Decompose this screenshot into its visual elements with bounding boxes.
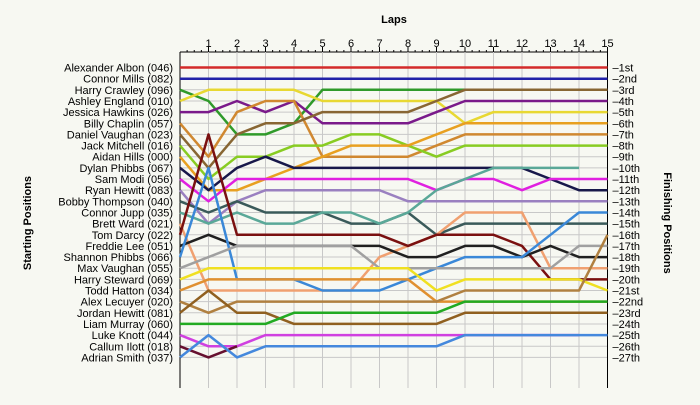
x-axis-title: Laps [381,14,407,26]
finish-position-label: –22nd [613,297,644,309]
start-position-label: Ashley England (010) [68,96,173,108]
start-position-label: Harry Steward (069) [74,274,173,286]
start-position-label: Harry Crawley (096) [75,85,173,97]
finish-position-label: –14th [613,207,641,219]
finish-position-label: –23rd [613,308,641,320]
series-line [180,300,608,326]
x-tick-label: 11 [488,38,499,50]
start-position-label: Tom Darcy (022) [92,230,173,242]
finish-position-label: –12th [613,185,641,197]
finish-position-label: –18th [613,252,641,264]
start-position-label: Jack Mitchell (016) [81,141,173,153]
start-position-label: Connor Mills (082) [83,74,173,86]
finish-position-label: –27th [613,352,641,364]
finish-position-label: –1st [613,63,634,75]
start-position-label: Ryan Hewitt (083) [85,185,173,197]
series-line [179,88,608,125]
finish-position-label: –25th [613,330,641,342]
x-tick-label: 5 [319,38,325,50]
x-tick-label: 7 [376,38,382,50]
start-position-label: Adrian Smith (037) [81,352,173,364]
series-line [179,188,608,225]
start-position-label: Connor Jupp (035) [81,207,173,219]
x-tick-label: 9 [433,38,439,50]
finish-position-label: –5th [613,107,634,119]
start-position-label: Freddie Lee (051) [86,241,173,253]
start-position-label: Jessica Hawkins (026) [63,107,173,119]
finish-position-label: –6th [613,118,634,130]
finish-position-label: –9th [613,152,634,164]
x-tick-label: 13 [544,38,556,50]
finish-position-label: –7th [613,129,634,141]
series-line [179,333,608,359]
x-tick-label: 10 [459,38,471,50]
finish-position-label: –11th [613,174,640,186]
start-position-label: Liam Murray (060) [83,319,173,331]
y-axis-title-right: Finishing Positions [661,172,673,273]
finish-position-label: –26th [613,341,641,353]
series-line [178,133,608,281]
series-line [179,166,579,225]
finish-position-label: –13th [613,196,641,208]
finish-position-label: –10th [613,163,641,175]
finish-position-label: –15th [613,219,641,231]
series-line [179,234,609,315]
series-line [179,88,608,170]
series-line [179,88,465,136]
start-position-label: Todd Hatton (034) [85,286,173,298]
start-position-label: Aidan Hills (000) [92,152,173,164]
finish-position-label: –16th [613,230,641,242]
finish-position-label: –19th [613,263,641,275]
start-position-label: Alexander Albon (046) [64,63,173,75]
finish-position-label: –3rd [613,85,635,97]
x-tick-label: 3 [262,38,268,50]
y-axis-title-left: Starting Positions [22,176,34,270]
series-line [179,122,608,192]
start-position-label: Max Vaughan (055) [77,263,173,275]
series-layer [178,66,609,359]
finish-position-label: –17th [613,241,641,253]
x-tick-label: 14 [573,38,585,50]
series-line [179,133,608,181]
finish-position-label: –21st [613,286,640,298]
start-position-label: Dylan Phibbs (067) [79,163,173,175]
x-tick-label: 4 [291,38,297,50]
start-position-label: Callum Ilott (018) [89,341,173,353]
finish-position-label: –20th [613,274,641,286]
series-line [179,266,608,292]
start-position-label: Luke Knott (044) [92,330,173,342]
start-position-label: Bobby Thompson (040) [58,196,173,208]
start-position-label: Daniel Vaughan (023) [67,129,173,141]
series-line [179,177,608,203]
x-tick-label: 6 [348,38,354,50]
finish-position-label: –24th [613,319,641,331]
x-tick-label: 12 [516,38,528,50]
start-position-label: Shannon Phibbs (066) [64,252,173,264]
x-tick-label: 15 [601,38,613,50]
finish-position-label: –2nd [613,74,637,86]
start-position-label: Brett Ward (021) [92,219,173,231]
start-position-label: Sam Modi (056) [95,174,173,186]
series-line [179,99,608,158]
x-tick-label: 1 [205,38,211,50]
finish-position-label: –4th [613,96,634,108]
start-position-label: Alex Lecuyer (020) [81,297,173,309]
series-line [179,155,608,192]
start-position-label: Jordan Hewitt (081) [77,308,173,320]
series-line [179,289,608,326]
start-position-label: Billy Chaplin (057) [84,118,173,130]
x-tick-label: 2 [234,38,240,50]
x-tick-label: 8 [405,38,411,50]
finish-position-label: –8th [613,141,634,153]
